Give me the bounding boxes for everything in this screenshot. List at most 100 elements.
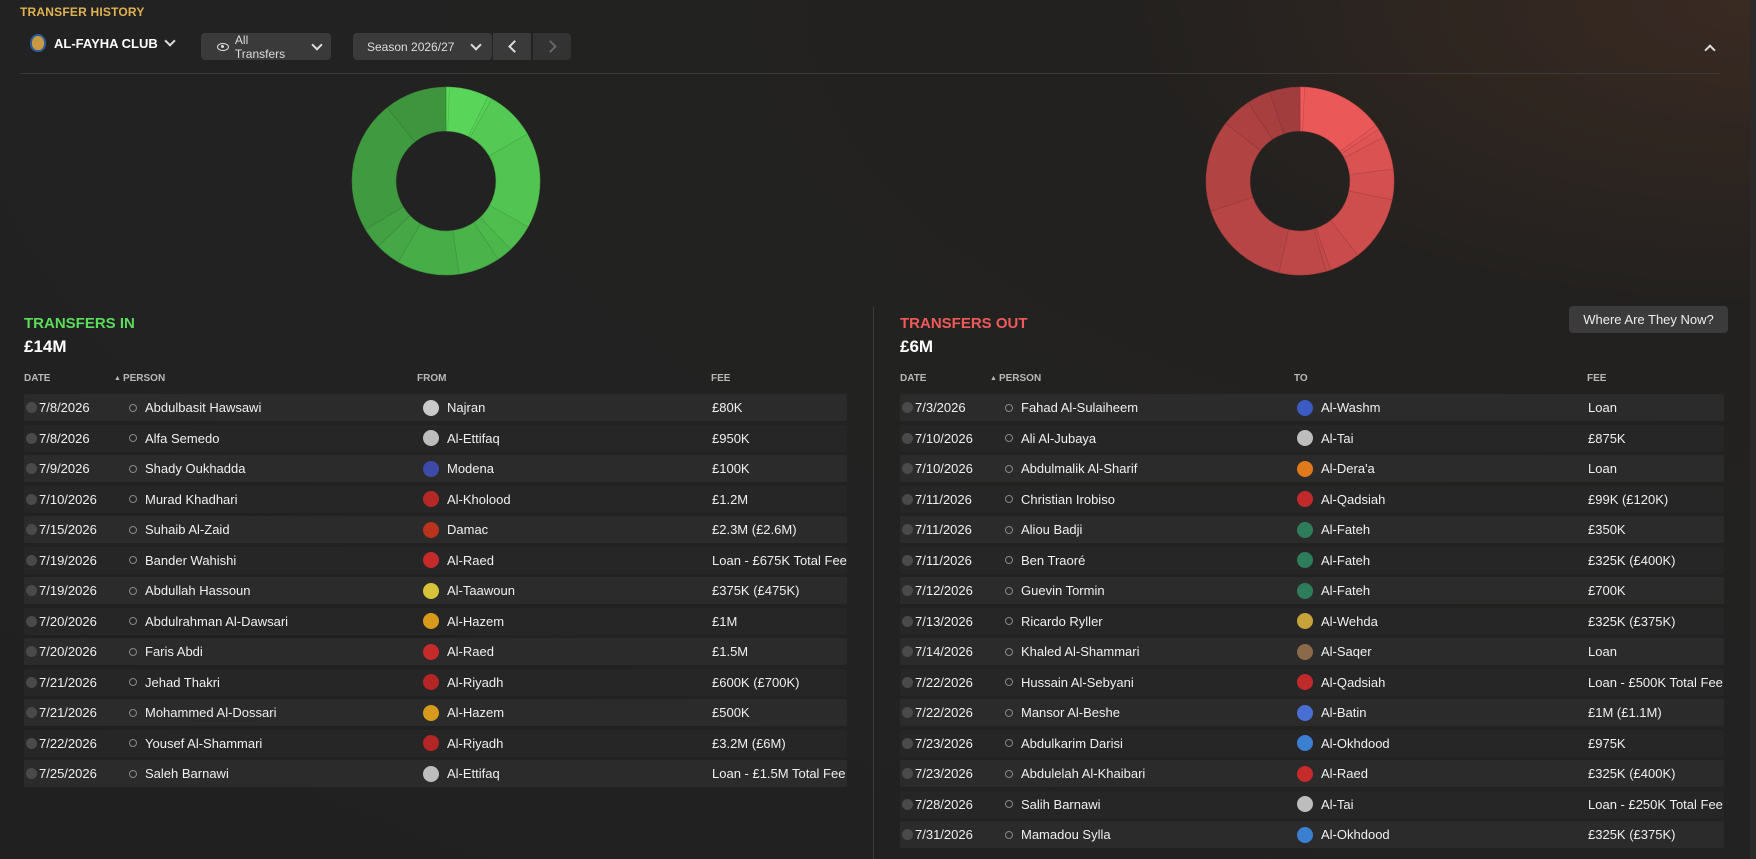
row-person[interactable]: Fahad Al-Sulaiheem [1021, 400, 1139, 415]
row-club[interactable]: Al-Qadsiah [1321, 674, 1386, 690]
row-club[interactable]: Al-Riyadh [447, 735, 504, 751]
row-club[interactable]: Al-Hazem [447, 613, 505, 629]
col-header-person[interactable]: ▲ PERSON [990, 373, 1041, 384]
row-person[interactable]: Salih Barnawi [1021, 796, 1101, 812]
row-club[interactable]: Al-Dera'a [1321, 461, 1375, 476]
row-person[interactable]: Christian Irobiso [1021, 491, 1115, 507]
row-club[interactable]: Al-Tai [1321, 430, 1354, 446]
row-club[interactable]: Al-Fateh [1321, 552, 1371, 568]
row-person[interactable]: Ricardo Ryller [1021, 613, 1103, 629]
row-person[interactable]: Shady Oukhadda [145, 461, 246, 476]
row-person[interactable]: Saleh Barnawi [145, 766, 229, 781]
donut-slice[interactable] [386, 86, 447, 143]
row-person[interactable]: Bander Wahishi [145, 552, 237, 568]
table-row[interactable]: 7/19/2026 Abdullah Hassoun Al-Taawoun £375K… [24, 577, 847, 604]
previous-season-button[interactable] [493, 33, 531, 60]
row-person[interactable]: Hussain Al-Sebyani [1021, 674, 1134, 690]
row-club[interactable]: Najran [447, 400, 486, 415]
row-club[interactable]: Al-Batin [1321, 705, 1367, 720]
collapse-button[interactable] [1700, 38, 1720, 58]
row-person[interactable]: Abdulmalik Al-Sharif [1021, 461, 1138, 476]
row-club[interactable]: Modena [447, 461, 494, 476]
row-club[interactable]: Al-Fateh [1321, 522, 1371, 537]
row-club[interactable]: Al-Fateh [1321, 583, 1371, 598]
table-row[interactable]: 7/3/2026 Fahad Al-Sulaiheem Al-Washm Loan [900, 394, 1724, 421]
row-club[interactable]: Al-Wehda [1321, 613, 1378, 629]
table-row[interactable]: 7/10/2026 Ali Al-Jubaya Al-Tai £875K [900, 424, 1724, 452]
row-person[interactable]: Ali Al-Jubaya [1021, 430, 1097, 446]
row-person[interactable]: Mohammed Al-Dossari [145, 705, 277, 720]
row-club[interactable]: Al-Ettifaq [447, 766, 500, 781]
table-row[interactable]: 7/8/2026 Alfa Semedo Al-Ettifaq £950K [24, 424, 847, 452]
row-person[interactable]: Mansor Al-Beshe [1021, 705, 1120, 720]
row-person[interactable]: Abdulrahman Al-Dawsari [145, 613, 289, 629]
donut-slice[interactable] [1210, 196, 1290, 273]
row-person[interactable]: Alfa Semedo [145, 430, 220, 446]
table-row[interactable]: 7/11/2026 Christian Irobiso Al-Qadsiah £99K… [900, 485, 1724, 513]
row-person[interactable]: Abdulkarim Darisi [1021, 735, 1123, 751]
row-person[interactable]: Guevin Tormin [1021, 583, 1105, 598]
row-club[interactable]: Al-Saqer [1321, 644, 1372, 659]
table-row[interactable]: 7/25/2026 Saleh Barnawi Al-Ettifaq Loan - £… [24, 760, 847, 787]
table-row[interactable]: 7/15/2026 Suhaib Al-Zaid Damac £2.3M (£2.6M… [24, 516, 847, 543]
table-row[interactable]: 7/10/2026 Murad Khadhari Al-Kholood £1.2M [24, 485, 847, 513]
table-row[interactable]: 7/31/2026 Mamadou Sylla Al-Okhdood £325K (£… [900, 821, 1724, 848]
row-person[interactable]: Aliou Badji [1021, 522, 1083, 537]
row-club[interactable]: Al-Taawoun [447, 583, 515, 598]
transfer-filter-dropdown[interactable]: All Transfers [201, 33, 331, 61]
table-row[interactable]: 7/21/2026 Jehad Thakri Al-Riyadh £600K (£70… [24, 668, 847, 696]
table-row[interactable]: 7/8/2026 Abdulbasit Hawsawi Najran £80K [24, 394, 847, 421]
col-header-date[interactable]: DATE [900, 373, 927, 384]
col-header-to[interactable]: TO [1294, 373, 1308, 384]
table-row[interactable]: 7/20/2026 Faris Abdi Al-Raed £1.5M [24, 638, 847, 665]
table-row[interactable]: 7/22/2026 Mansor Al-Beshe Al-Batin £1M (£1.… [900, 699, 1724, 726]
row-club[interactable]: Al-Qadsiah [1321, 491, 1386, 507]
next-season-button[interactable] [533, 33, 571, 60]
row-club[interactable]: Al-Kholood [447, 491, 511, 507]
col-header-fee[interactable]: FEE [1587, 373, 1607, 384]
table-row[interactable]: 7/11/2026 Aliou Badji Al-Fateh £350K [900, 516, 1724, 543]
scrollbar[interactable] [1750, 0, 1756, 859]
row-person[interactable]: Jehad Thakri [145, 674, 220, 690]
table-row[interactable]: 7/10/2026 Abdulmalik Al-Sharif Al-Dera'a Lo… [900, 455, 1724, 482]
table-row[interactable]: 7/20/2026 Abdulrahman Al-Dawsari Al-Hazem £… [24, 607, 847, 635]
row-person[interactable]: Yousef Al-Shammari [145, 735, 263, 751]
row-club[interactable]: Al-Hazem [447, 705, 505, 720]
row-person[interactable]: Mamadou Sylla [1021, 827, 1111, 842]
row-club[interactable]: Al-Tai [1321, 796, 1354, 812]
table-row[interactable]: 7/22/2026 Yousef Al-Shammari Al-Riyadh £3.2… [24, 729, 847, 757]
row-person[interactable]: Murad Khadhari [145, 491, 238, 507]
table-row[interactable]: 7/23/2026 Abdulkarim Darisi Al-Okhdood £975… [900, 729, 1724, 757]
row-person[interactable]: Abdulelah Al-Khaibari [1021, 766, 1146, 781]
table-row[interactable]: 7/12/2026 Guevin Tormin Al-Fateh £700K [900, 577, 1724, 604]
table-row[interactable]: 7/11/2026 Ben Traoré Al-Fateh £325K (£400K) [900, 546, 1724, 574]
table-row[interactable]: 7/9/2026 Shady Oukhadda Modena £100K [24, 455, 847, 482]
col-header-date[interactable]: DATE [24, 373, 51, 384]
season-dropdown[interactable]: Season 2026/27 [353, 33, 492, 60]
table-row[interactable]: 7/21/2026 Mohammed Al-Dossari Al-Hazem £500… [24, 699, 847, 726]
table-row[interactable]: 7/23/2026 Abdulelah Al-Khaibari Al-Raed £32… [900, 760, 1724, 787]
row-club[interactable]: Al-Okhdood [1321, 735, 1390, 751]
table-row[interactable]: 7/19/2026 Bander Wahishi Al-Raed Loan - £67… [24, 546, 847, 574]
row-person[interactable]: Faris Abdi [145, 644, 203, 659]
row-person[interactable]: Abdulbasit Hawsawi [145, 400, 262, 415]
table-row[interactable]: 7/28/2026 Salih Barnawi Al-Tai Loan - £250K… [900, 790, 1724, 818]
row-person[interactable]: Suhaib Al-Zaid [145, 522, 230, 537]
where-are-they-now-button[interactable]: Where Are They Now? [1569, 306, 1728, 333]
club-selector[interactable]: AL-FAYHA CLUB [30, 34, 176, 52]
table-row[interactable]: 7/14/2026 Khaled Al-Shammari Al-Saqer Loan [900, 638, 1724, 665]
row-club[interactable]: Al-Raed [1321, 766, 1368, 781]
table-row[interactable]: 7/22/2026 Hussain Al-Sebyani Al-Qadsiah Loa… [900, 668, 1724, 696]
row-club[interactable]: Al-Riyadh [447, 674, 504, 690]
row-club[interactable]: Al-Okhdood [1321, 827, 1390, 842]
row-person[interactable]: Khaled Al-Shammari [1021, 644, 1140, 659]
row-club[interactable]: Al-Ettifaq [447, 430, 500, 446]
row-club[interactable]: Al-Raed [447, 644, 494, 659]
col-header-from[interactable]: FROM [417, 373, 447, 384]
col-header-person[interactable]: ▲ PERSON [114, 373, 165, 384]
row-person[interactable]: Ben Traoré [1021, 552, 1086, 568]
row-person[interactable]: Abdullah Hassoun [145, 583, 251, 598]
table-row[interactable]: 7/13/2026 Ricardo Ryller Al-Wehda £325K (£3… [900, 607, 1724, 635]
row-club[interactable]: Al-Washm [1321, 400, 1381, 415]
col-header-fee[interactable]: FEE [711, 373, 731, 384]
